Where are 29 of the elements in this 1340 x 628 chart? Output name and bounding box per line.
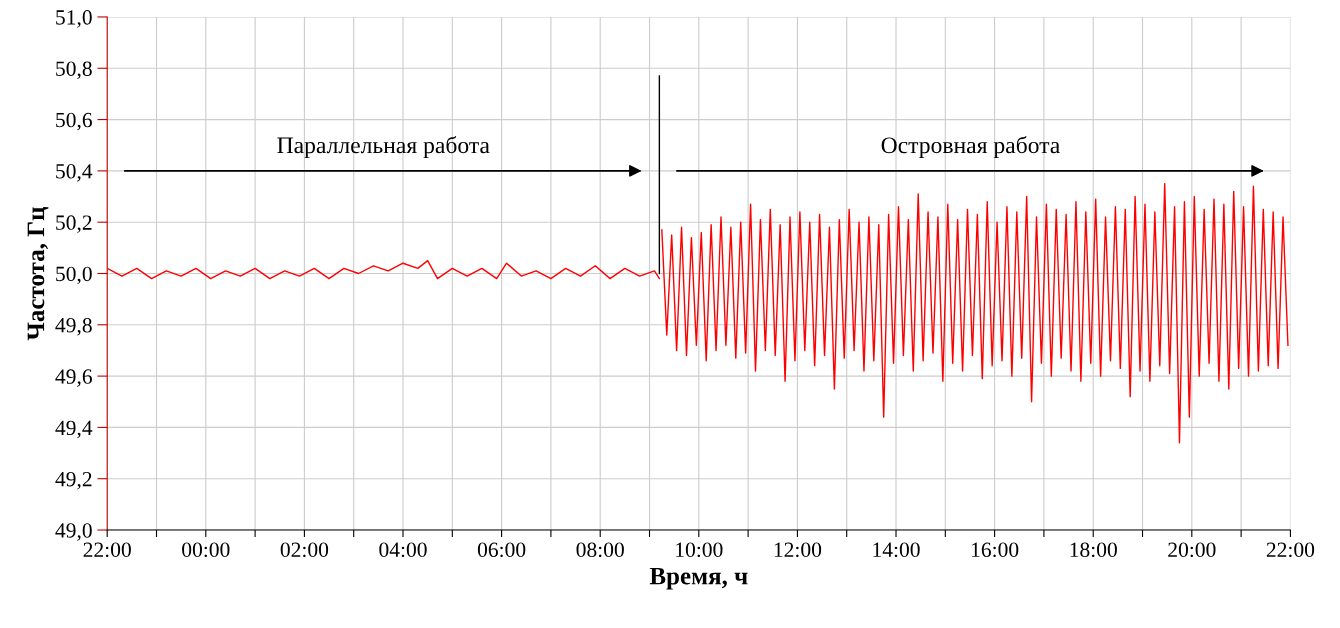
- y-axis-title: Частота, Гц: [27, 206, 49, 341]
- y-tick-label: 50,8: [56, 61, 92, 80]
- y-tick-label: 49,0: [55, 523, 92, 541]
- x-tick-label: 10:00: [676, 542, 723, 558]
- y-tick-label: 50,6: [56, 112, 92, 131]
- y-tick-label: 49,8: [55, 317, 92, 336]
- x-tick-label: 22:00: [1266, 542, 1315, 558]
- x-tick-label: 06:00: [477, 542, 526, 558]
- y-tick-label: 49,4: [55, 420, 93, 439]
- x-axis-title: Время, ч: [649, 567, 748, 590]
- y-tick-label: 50,0: [56, 266, 92, 285]
- y-tick-label: 50,2: [56, 215, 92, 233]
- y-tick-label: 51,0: [56, 10, 92, 28]
- y-tick-label: 49,2: [55, 471, 92, 490]
- x-tick-label: 08:00: [576, 542, 624, 558]
- x-tick-label: 14:00: [873, 542, 920, 558]
- x-tick-label: 20:00: [1168, 542, 1216, 558]
- x-tick-label: 04:00: [379, 542, 427, 558]
- annotation: Параллельная работа: [277, 136, 490, 159]
- x-tick-label: 22:00: [83, 542, 131, 558]
- y-tick-label: 49,6: [55, 369, 92, 387]
- x-tick-label: 00:00: [182, 542, 230, 558]
- x-tick-label: 12:00: [774, 542, 822, 558]
- x-tick-label: 18:00: [1070, 542, 1117, 558]
- y-tick-label: 50,4: [56, 164, 93, 182]
- annotation: Островная работа: [881, 136, 1060, 159]
- line-series: [661, 183, 1289, 444]
- x-tick-label: 16:00: [971, 542, 1019, 558]
- x-tick-label: 02:00: [280, 542, 329, 558]
